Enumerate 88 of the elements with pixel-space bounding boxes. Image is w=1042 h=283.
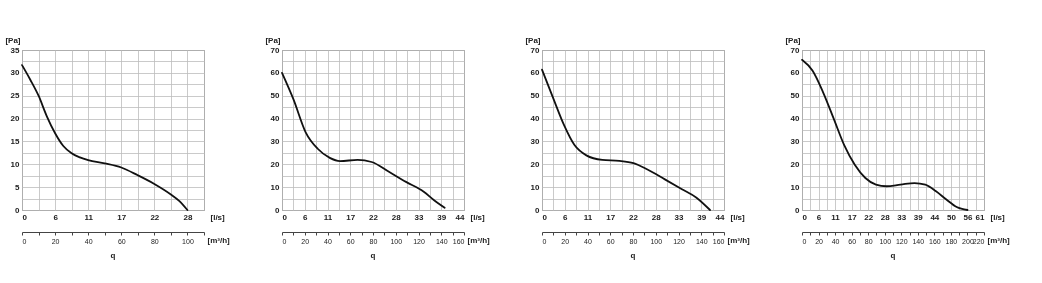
x-tick-label: 0 (802, 212, 808, 222)
x-tick-label: 0 (282, 212, 288, 222)
y-tick-label: 40 (790, 114, 801, 124)
y-tick-label: 30 (270, 136, 281, 146)
x2-axis-title: [m³/h] (207, 235, 231, 245)
x-tick-label: 17 (346, 212, 356, 222)
x-axis-title: [l/s] (210, 212, 226, 222)
y-tick-label: 50 (530, 91, 541, 101)
y-tick-label: 60 (270, 68, 281, 78)
x-tick-label: 6 (816, 212, 822, 222)
text: q (630, 251, 636, 260)
x-tick-label: 17 (847, 212, 858, 222)
y-axis-title: [Pa] (785, 35, 801, 45)
y-tick-label: 30 (10, 68, 21, 78)
line-series (801, 58, 969, 211)
y-tick-label: 40 (270, 114, 281, 124)
x-tick-label: 33 (897, 212, 907, 222)
y-tick-label: 20 (790, 159, 801, 169)
y-tick-label: 10 (270, 182, 281, 192)
x-tick-label: 11 (831, 212, 841, 222)
x-tick-label: 44 (715, 212, 726, 222)
x2-axis-title: [m³/h] (467, 235, 491, 245)
y-tick-label: 35 (10, 45, 21, 55)
x-tick-label: 11 (323, 212, 333, 222)
text: q (370, 251, 376, 260)
x-tick-label: 28 (651, 212, 662, 222)
y-axis-title: [Pa] (265, 35, 281, 45)
x-tick-label: 28 (391, 212, 402, 222)
x-tick-label: 56 (963, 212, 973, 222)
text: q (110, 251, 116, 260)
x-axis-title: [l/s] (470, 212, 486, 222)
x2-axis-title: [m³/h] (987, 235, 1011, 245)
y-tick-label: 10 (10, 159, 21, 169)
x-axis-title: [l/s] (990, 212, 1006, 222)
y-tick-label: 10 (530, 182, 541, 192)
y-tick-label: 20 (10, 114, 21, 124)
x-tick-label: 0 (22, 212, 28, 222)
y-tick-label: 0 (15, 205, 21, 215)
y-tick-label: 60 (790, 68, 801, 78)
x-tick-label: 17 (117, 212, 127, 222)
x-tick-label: 22 (150, 212, 160, 222)
y-tick-label: 20 (270, 159, 281, 169)
y-tick-label: 10 (790, 182, 801, 192)
y-axis-title: [Pa] (525, 35, 541, 45)
line-series (21, 64, 189, 211)
y-tick-label: 60 (530, 68, 541, 78)
x-tick-label: 44 (930, 212, 940, 222)
y-tick-label: 50 (790, 91, 801, 101)
x-tick-label: 33 (674, 212, 684, 222)
y-tick-label: 0 (535, 205, 541, 215)
line-series (281, 71, 446, 209)
y-axis-title: [Pa] (5, 35, 21, 45)
y-tick-label: 30 (530, 136, 541, 146)
x-tick-label: 33 (414, 212, 424, 222)
x-tick-label: 39 (697, 212, 707, 222)
x-tick-label: 22 (629, 212, 639, 222)
y-tick-label: 0 (275, 205, 281, 215)
y-tick-label: 40 (530, 114, 541, 124)
y-tick-label: 70 (270, 45, 281, 55)
x-tick-label: 22 (369, 212, 379, 222)
x-tick-label: 50 (946, 212, 957, 222)
y-tick-label: 30 (790, 136, 801, 146)
x-tick-label: 39 (437, 212, 447, 222)
x-tick-label: 11 (583, 212, 593, 222)
x-tick-label: 39 (913, 212, 924, 222)
y-tick-label: 50 (270, 91, 281, 101)
x-tick-label: 0 (542, 212, 548, 222)
text: q (890, 251, 896, 260)
x-tick-label: 6 (563, 212, 569, 222)
x-tick-label: 28 (183, 212, 193, 222)
x-tick-label: 11 (84, 212, 94, 222)
y-tick-label: 0 (795, 205, 801, 215)
x2-axis-title: [m³/h] (727, 235, 751, 245)
y-tick-label: 25 (10, 91, 21, 101)
x-tick-label: 61 (975, 212, 986, 222)
x-tick-label: 17 (606, 212, 616, 222)
x-tick-label: 6 (303, 212, 309, 222)
x-axis-title: [l/s] (730, 212, 746, 222)
x-tick-label: 6 (53, 212, 59, 222)
y-tick-label: 15 (10, 136, 21, 146)
y-tick-label: 70 (790, 45, 801, 55)
x-tick-label: 28 (880, 212, 891, 222)
y-tick-label: 5 (15, 182, 21, 192)
line-series (541, 68, 711, 211)
x-tick-label: 44 (455, 212, 466, 222)
y-tick-label: 20 (530, 159, 541, 169)
y-tick-label: 70 (530, 45, 541, 55)
x-tick-label: 22 (864, 212, 874, 222)
